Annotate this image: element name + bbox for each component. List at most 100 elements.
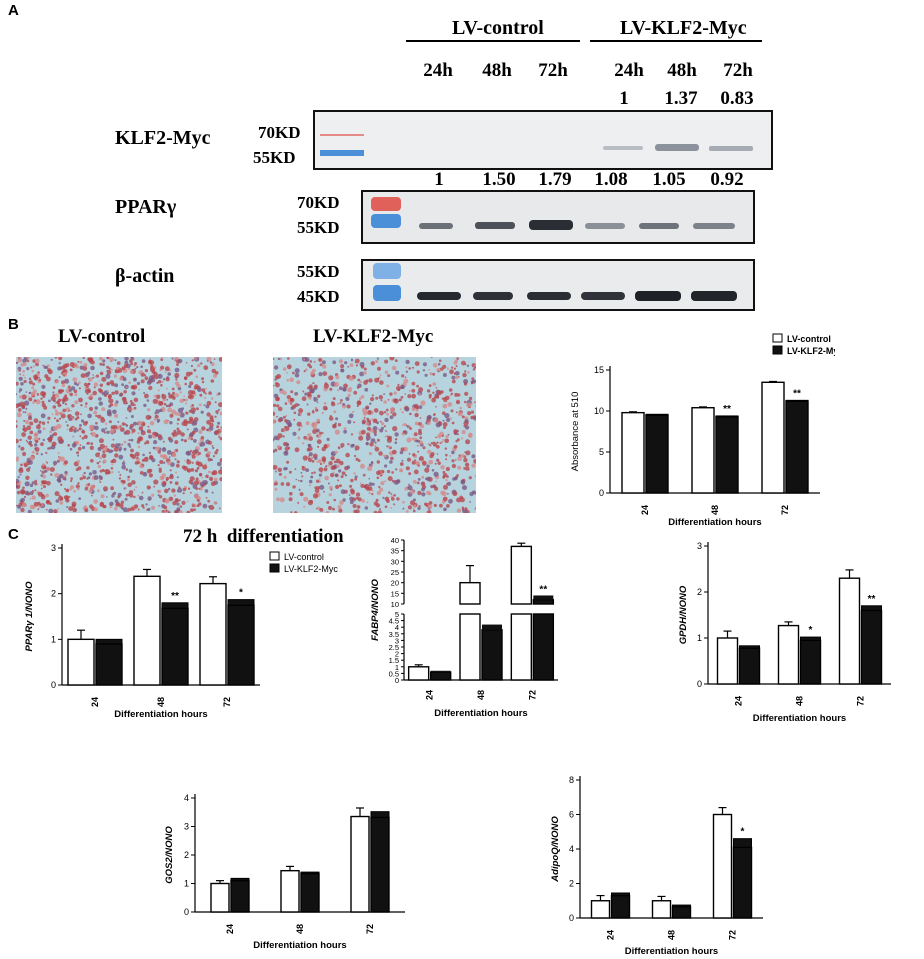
stained-cell (174, 510, 178, 513)
stained-cell (205, 387, 208, 390)
stained-cell (202, 480, 205, 483)
stained-cell (130, 415, 134, 418)
stained-cell (75, 484, 80, 489)
y-tick-label: 3 (395, 636, 399, 645)
panel-c-letter: C (8, 526, 19, 543)
stained-cell (193, 493, 199, 499)
stained-cell (59, 501, 64, 505)
stained-cell (330, 465, 336, 470)
stained-cell (22, 502, 27, 507)
timepoint-label: 48h (667, 60, 697, 81)
stained-cell (52, 391, 55, 394)
stained-cell (465, 439, 471, 445)
stained-cell (366, 406, 369, 410)
bar (510, 545, 533, 605)
stained-cell (309, 388, 315, 394)
stained-cell (94, 406, 98, 410)
stained-cell (298, 408, 304, 414)
stained-cell (16, 424, 18, 428)
stained-cell (319, 462, 322, 466)
stained-cell (37, 508, 40, 511)
stained-cell (353, 390, 358, 395)
bar (210, 882, 230, 913)
stained-cell (390, 456, 394, 461)
stained-cell (426, 389, 431, 393)
stained-cell (339, 386, 343, 390)
stained-cell (37, 429, 42, 434)
stained-cell (391, 479, 395, 483)
stained-cell (20, 507, 25, 513)
stained-cell (159, 408, 163, 413)
stained-cell (417, 478, 421, 481)
stained-cell (61, 389, 65, 393)
stained-cell (31, 481, 35, 485)
stained-cell (384, 370, 389, 374)
stained-cell (435, 387, 438, 389)
stained-cell (396, 385, 401, 391)
stained-cell (406, 437, 412, 443)
stained-cell (336, 464, 340, 468)
stained-cell (283, 467, 287, 471)
stained-cell (343, 383, 348, 389)
stained-cell (435, 480, 437, 483)
stained-cell (109, 501, 114, 506)
stained-cell (190, 407, 196, 413)
stained-cell (283, 429, 287, 432)
y-tick-label: 0 (599, 488, 604, 498)
stained-cell (30, 366, 33, 369)
stained-cell (457, 465, 462, 470)
stained-cell (79, 444, 82, 446)
stained-cell (318, 473, 322, 477)
stained-cell (104, 394, 107, 397)
stained-cell (292, 431, 297, 436)
stained-cell (380, 422, 385, 426)
stained-cell (303, 358, 306, 361)
stained-cell (370, 361, 375, 366)
ppar-ratio: 1.05 (652, 169, 686, 190)
stained-cell (318, 467, 324, 473)
stained-cell (73, 489, 76, 493)
stained-cell (18, 468, 24, 474)
stained-cell (407, 505, 412, 510)
stained-cell (307, 443, 311, 447)
stained-cell (121, 443, 124, 446)
stained-cell (30, 391, 36, 397)
stained-cell (115, 502, 120, 507)
stained-cell (294, 511, 298, 513)
y-tick-label: 20 (391, 579, 399, 588)
stained-cell (357, 378, 361, 382)
stained-cell (198, 429, 203, 434)
stained-cell (117, 420, 120, 423)
bar (370, 816, 390, 913)
stained-cell (22, 486, 25, 490)
bar (621, 411, 645, 494)
actin-band (635, 291, 681, 301)
stained-cell (82, 366, 88, 371)
legend-swatch (772, 345, 783, 355)
stained-cell (417, 490, 422, 496)
stained-cell (90, 360, 95, 365)
stained-cell (92, 470, 97, 475)
stained-cell (212, 455, 215, 458)
stained-cell (308, 396, 312, 400)
stained-cell (303, 496, 309, 502)
stained-cell (158, 495, 163, 499)
stained-cell (22, 411, 25, 413)
stained-cell (206, 419, 212, 425)
stained-cell (101, 453, 107, 459)
stained-cell (129, 399, 133, 403)
stained-cell (106, 409, 112, 415)
error-bar (645, 413, 669, 416)
stained-cell (441, 397, 444, 400)
stained-cell (178, 499, 181, 502)
stained-cell (201, 377, 205, 381)
stained-cell (286, 379, 289, 382)
stained-cell (287, 357, 290, 360)
stained-cell (474, 401, 476, 404)
error-bar (800, 636, 821, 641)
stained-cell (449, 455, 452, 457)
stained-cell (468, 476, 472, 480)
stained-cell (473, 458, 476, 464)
